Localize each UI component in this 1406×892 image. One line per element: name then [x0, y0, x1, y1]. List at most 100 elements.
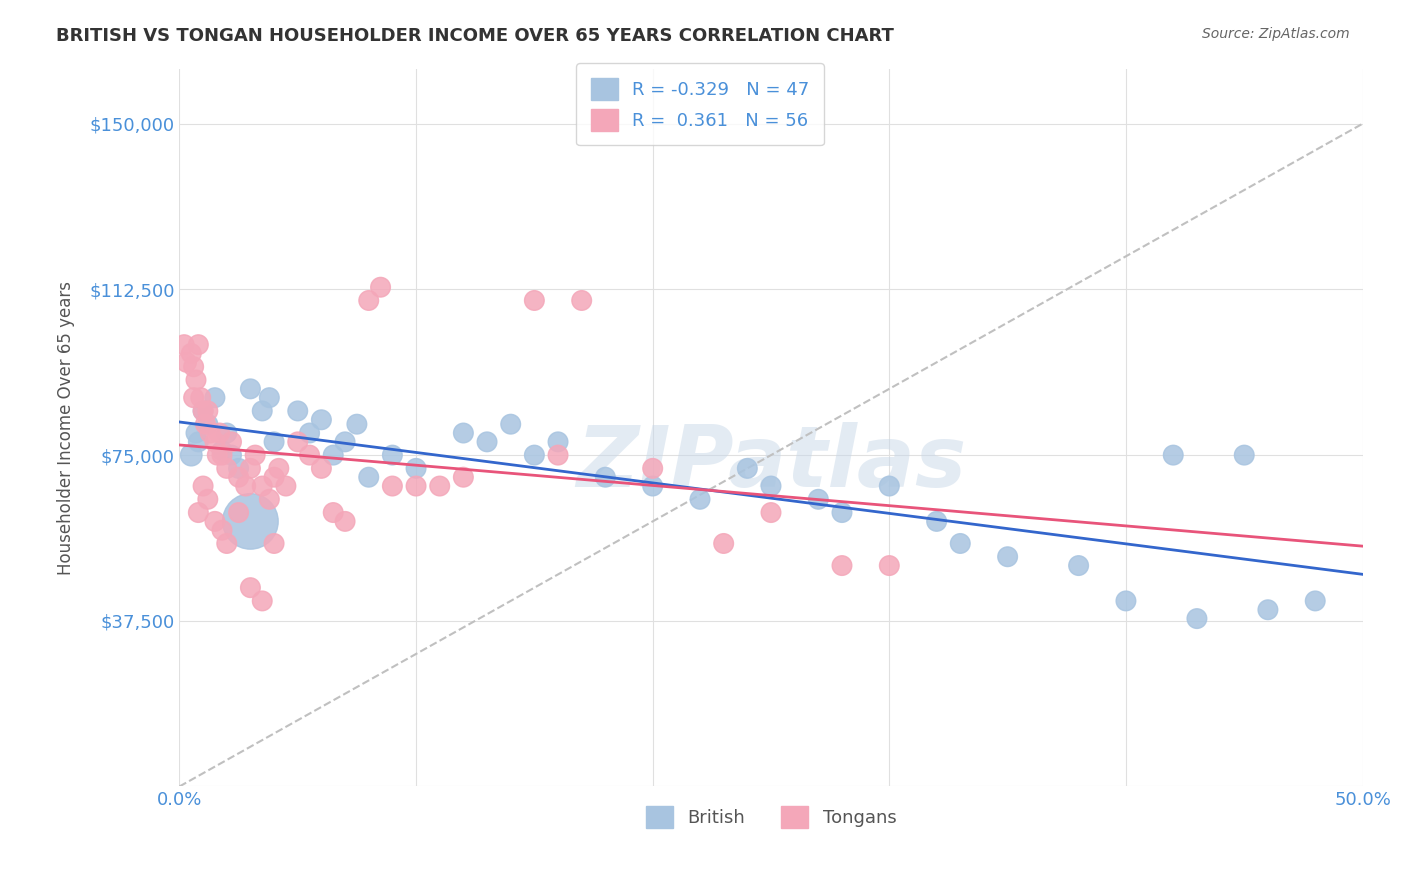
Point	[239, 515, 262, 529]
Point	[523, 448, 546, 462]
Point	[180, 448, 202, 462]
Point	[204, 391, 226, 405]
Point	[311, 413, 333, 427]
Point	[641, 479, 664, 493]
Point	[215, 425, 238, 440]
Point	[831, 558, 853, 573]
Point	[571, 293, 593, 308]
Point	[831, 506, 853, 520]
Point	[263, 536, 285, 550]
Point	[287, 434, 309, 449]
Point	[211, 523, 233, 537]
Point	[207, 448, 229, 462]
Point	[357, 470, 380, 484]
Point	[1115, 594, 1137, 608]
Point	[381, 448, 404, 462]
Point	[997, 549, 1019, 564]
Point	[381, 479, 404, 493]
Point	[547, 448, 569, 462]
Point	[759, 506, 782, 520]
Point	[1161, 448, 1184, 462]
Point	[211, 448, 233, 462]
Point	[187, 337, 209, 351]
Point	[208, 425, 231, 440]
Point	[259, 391, 281, 405]
Point	[239, 382, 262, 396]
Point	[198, 425, 221, 440]
Point	[523, 293, 546, 308]
Point	[429, 479, 451, 493]
Point	[322, 506, 344, 520]
Point	[287, 404, 309, 418]
Point	[215, 461, 238, 475]
Point	[807, 492, 830, 507]
Point	[1303, 594, 1326, 608]
Point	[713, 536, 735, 550]
Point	[176, 355, 198, 369]
Point	[263, 434, 285, 449]
Text: ZIPatlas: ZIPatlas	[576, 422, 966, 505]
Point	[191, 404, 214, 418]
Text: Source: ZipAtlas.com: Source: ZipAtlas.com	[1202, 27, 1350, 41]
Point	[475, 434, 498, 449]
Point	[197, 417, 219, 432]
Point	[689, 492, 711, 507]
Legend: British, Tongans: British, Tongans	[638, 798, 904, 835]
Point	[180, 346, 202, 360]
Point	[221, 448, 243, 462]
Point	[949, 536, 972, 550]
Point	[298, 425, 321, 440]
Point	[1067, 558, 1090, 573]
Point	[204, 434, 226, 449]
Point	[1185, 611, 1208, 625]
Text: BRITISH VS TONGAN HOUSEHOLDER INCOME OVER 65 YEARS CORRELATION CHART: BRITISH VS TONGAN HOUSEHOLDER INCOME OVE…	[56, 27, 894, 45]
Point	[239, 581, 262, 595]
Point	[204, 515, 226, 529]
Point	[311, 461, 333, 475]
Point	[322, 448, 344, 462]
Point	[405, 479, 427, 493]
Point	[173, 337, 195, 351]
Point	[197, 492, 219, 507]
Point	[298, 448, 321, 462]
Point	[1233, 448, 1256, 462]
Point	[183, 359, 205, 374]
Point	[274, 479, 297, 493]
Point	[925, 515, 948, 529]
Point	[187, 506, 209, 520]
Point	[228, 470, 250, 484]
Point	[357, 293, 380, 308]
Point	[252, 594, 274, 608]
Y-axis label: Householder Income Over 65 years: Householder Income Over 65 years	[58, 280, 75, 574]
Point	[346, 417, 368, 432]
Point	[184, 373, 207, 387]
Point	[228, 461, 250, 475]
Point	[191, 479, 214, 493]
Point	[215, 536, 238, 550]
Point	[595, 470, 617, 484]
Point	[1257, 603, 1279, 617]
Point	[187, 434, 209, 449]
Point	[267, 461, 290, 475]
Point	[453, 425, 475, 440]
Point	[191, 404, 214, 418]
Point	[737, 461, 759, 475]
Point	[370, 280, 392, 294]
Point	[211, 443, 233, 458]
Point	[252, 479, 274, 493]
Point	[183, 391, 205, 405]
Point	[197, 404, 219, 418]
Point	[499, 417, 522, 432]
Point	[263, 470, 285, 484]
Point	[453, 470, 475, 484]
Point	[194, 417, 217, 432]
Point	[190, 391, 212, 405]
Point	[879, 479, 901, 493]
Point	[184, 425, 207, 440]
Point	[239, 461, 262, 475]
Point	[405, 461, 427, 475]
Point	[235, 479, 257, 493]
Point	[252, 404, 274, 418]
Point	[221, 434, 243, 449]
Point	[547, 434, 569, 449]
